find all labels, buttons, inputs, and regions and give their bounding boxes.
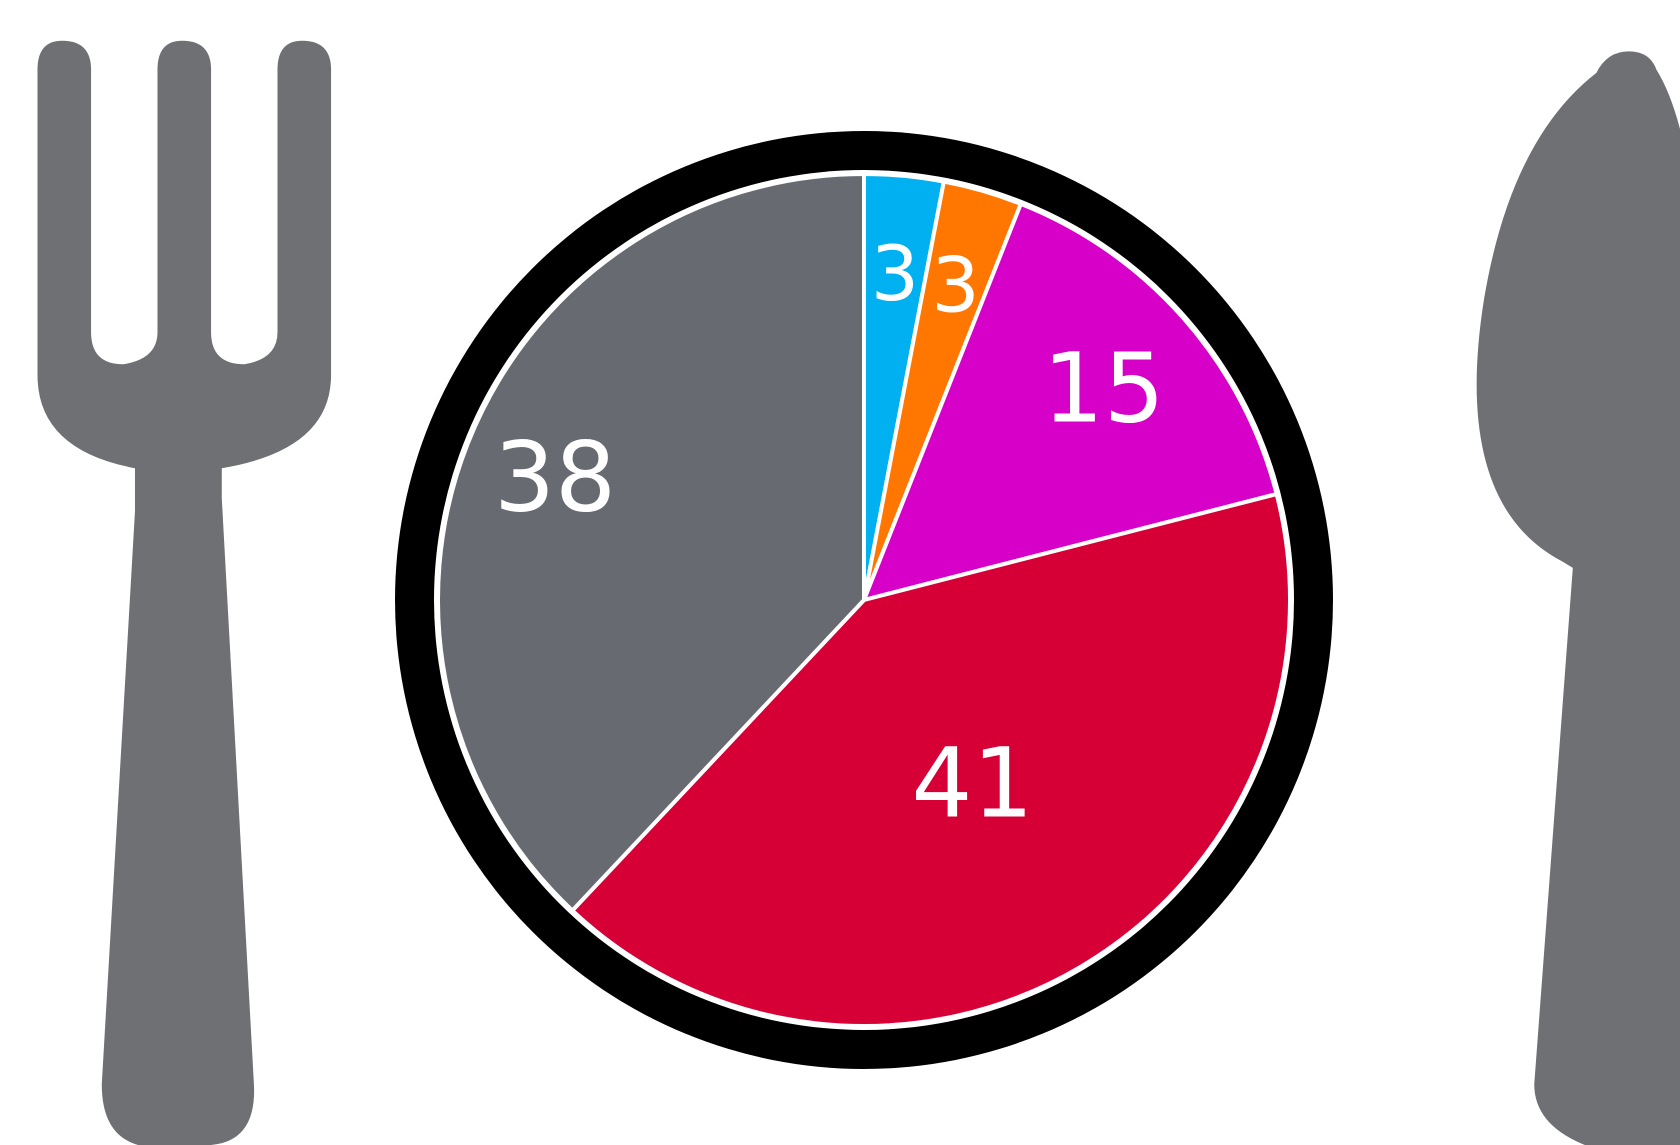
data-label: 41	[911, 727, 1033, 839]
data-label: 3	[931, 241, 979, 330]
data-label: 3	[871, 229, 919, 318]
data-label: 38	[494, 422, 616, 534]
knife	[1477, 51, 1680, 1145]
chart: 33 15 41 38	[0, 0, 1680, 1145]
page: 33154138 (() => { const data = JSON.pars…	[0, 0, 1680, 1145]
data-label: 15	[1043, 333, 1165, 445]
fork	[37, 41, 331, 1145]
